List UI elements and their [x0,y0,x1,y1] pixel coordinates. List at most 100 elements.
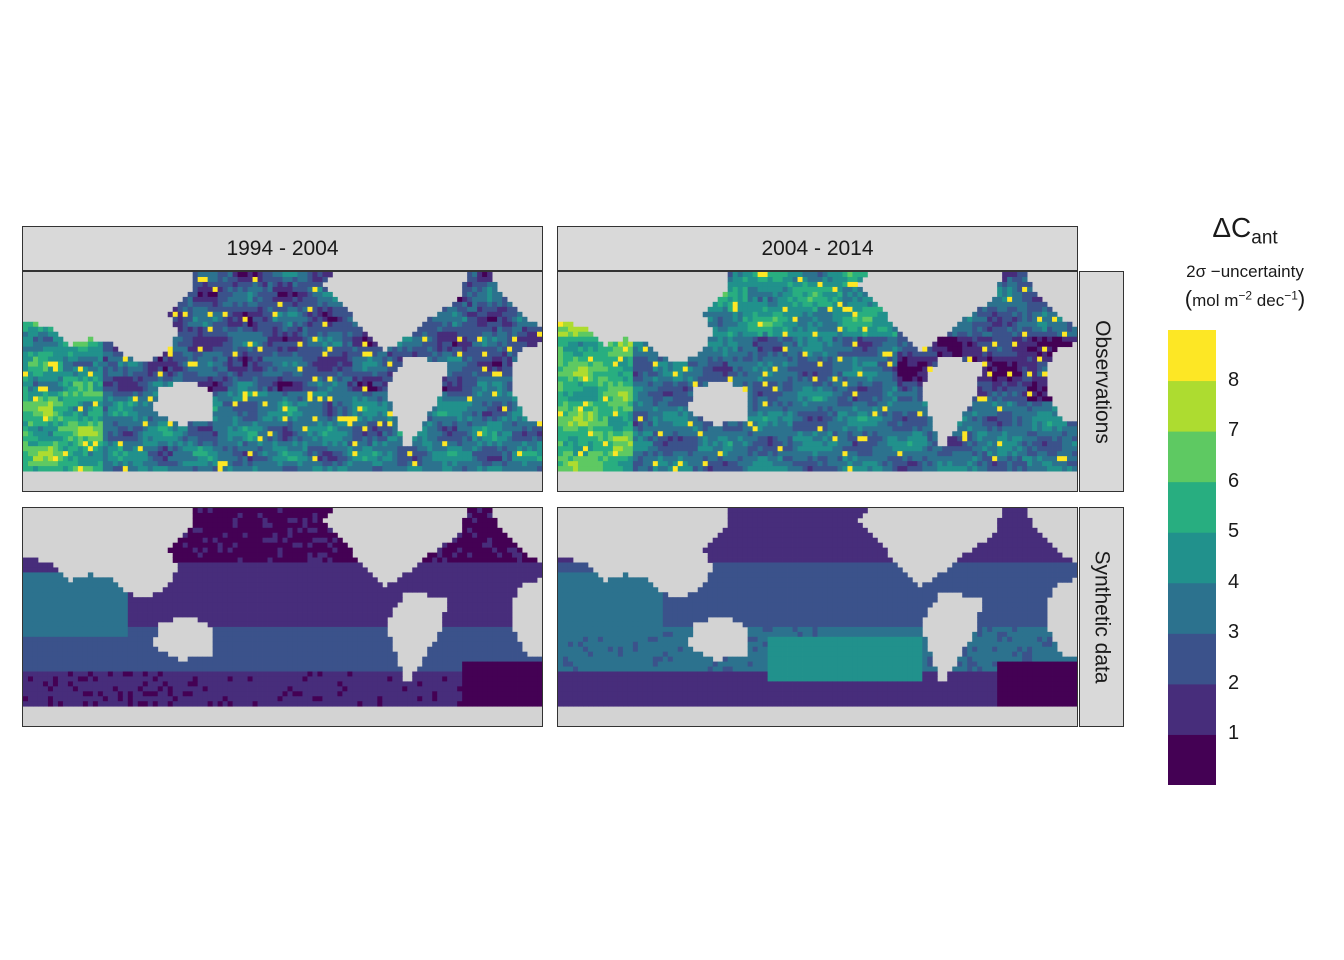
map-cell [862,291,868,298]
map-cell [357,461,363,467]
map-cell [567,346,574,353]
map-cell [322,386,328,392]
map-cell [207,316,214,323]
map-cell [317,291,323,298]
map-cell [302,381,308,387]
map-cell [982,336,988,343]
map-cell [152,441,159,447]
map-cell [47,466,54,472]
map-cell [912,376,918,382]
map-cell [642,346,649,353]
map-cell [467,371,473,377]
map-cell [782,276,788,283]
map-cell [332,306,338,313]
map-cell [332,356,338,362]
map-cell [882,346,888,353]
map-cell [502,386,508,392]
map-cell [422,436,428,442]
map-cell [492,366,498,372]
map-cell [757,411,764,417]
map-cell [612,376,619,382]
map-cell [777,411,783,417]
map-cell [332,386,338,392]
map-cell [972,356,978,362]
map-cell [217,391,224,397]
map-cell [67,361,74,367]
map-cell [1037,316,1043,323]
map-cell [162,381,169,387]
map-cell [812,386,818,392]
map-cell [437,446,443,452]
map-cell [272,371,278,377]
map-cell [882,326,888,333]
map-cell [532,456,538,462]
map-cell [717,311,724,318]
map-cell [307,421,313,427]
map-cell [452,416,458,422]
map-cell [87,341,94,348]
map-cell [952,331,958,338]
map-cell [1012,306,1018,313]
map-cell [432,426,438,432]
map-cell [52,376,59,382]
map-cell [922,401,928,407]
map-cell [23,446,29,452]
map-cell [317,386,323,392]
map-cell [832,366,838,372]
map-cell [112,396,119,402]
map-cell [242,451,248,457]
map-cell [967,321,973,328]
map-cell [472,326,478,333]
map-cell [762,391,768,397]
map-cell [922,346,928,353]
map-cell [797,272,803,278]
map-cell [247,291,253,298]
map-cell [202,331,209,338]
map-cell [467,436,473,442]
map-cell [307,356,313,362]
map-cell [442,341,448,348]
map-cell [587,371,594,377]
map-cell [987,321,993,328]
map-cell [297,356,303,362]
map-cell [457,426,463,432]
map-cell [507,326,513,333]
map-cell [897,336,903,343]
map-cell [257,281,263,288]
map-cell [82,356,89,362]
map-cell [267,396,273,402]
map-cell [597,401,604,407]
map-cell [762,376,768,382]
map-cell [62,386,69,392]
map-cell [387,411,393,417]
map-cell [82,391,89,397]
map-cell [107,431,114,437]
map-cell [687,361,694,367]
map-cell [472,321,478,328]
map-cell [807,411,813,417]
map-cell [277,311,283,318]
map-cell [447,311,453,318]
map-cell [187,456,194,462]
map-cell [82,341,89,348]
map-cell [602,366,609,372]
map-cell [1017,321,1023,328]
map-cell [427,446,433,452]
map-cell [172,321,179,328]
map-cell [62,361,69,367]
map-cell [262,441,268,447]
map-cell [1022,381,1028,387]
map-cell [262,306,268,313]
map-cell [697,381,704,387]
map-cell [242,286,248,293]
map-cell [817,316,823,323]
map-cell [662,396,669,402]
map-cell [262,406,268,412]
map-cell [267,391,273,397]
map-cell [802,321,808,328]
map-cell [132,386,139,392]
map-cell [112,406,119,412]
map-cell [277,331,283,338]
map-cell [872,401,878,407]
map-cell [192,461,199,467]
